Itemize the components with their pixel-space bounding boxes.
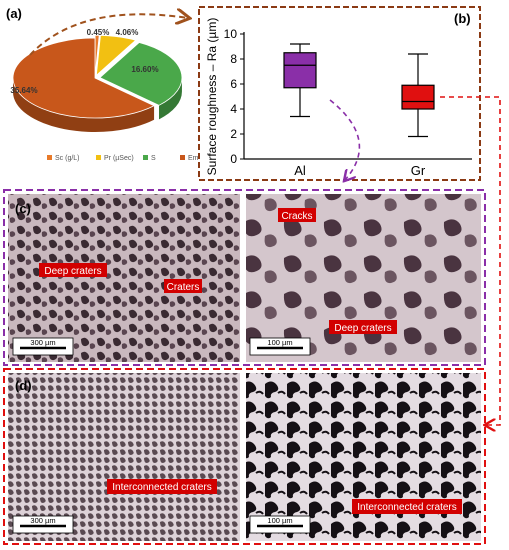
svg-text:Interconnected craters: Interconnected craters — [112, 482, 212, 493]
legend-label-0: Sc (g/L) — [55, 155, 80, 162]
panel-label-d: (d) — [15, 378, 32, 393]
x-tick-label-1: Gr — [411, 163, 426, 178]
label-c-left-0: Deep craters — [39, 263, 107, 277]
y-tick-label-4: 8 — [230, 52, 237, 66]
legend-swatch-2 — [143, 155, 148, 160]
scale-bar-d-left: 300 µm — [12, 515, 74, 534]
y-tick-label-1: 2 — [230, 127, 237, 141]
y-tick-label-5: 10 — [224, 27, 238, 41]
pie-chart: 0.45% 4.06% 16.60% 35.64% — [10, 28, 183, 132]
box-plot: 0 2 4 6 8 10 Surface roughness – Ra (µm) Al Gr — [205, 18, 472, 178]
pie-value-label-3: 35.64% — [10, 86, 37, 95]
label-d-left-0: Interconnected craters — [107, 479, 217, 494]
legend-swatch-3 — [180, 155, 185, 160]
svg-text:100 µm: 100 µm — [267, 338, 292, 347]
pie-slice-1 — [95, 34, 137, 77]
scale-bar-c-right: 100 µm — [249, 337, 311, 356]
box-al — [283, 43, 317, 118]
label-c-right-0: Cracks — [278, 208, 316, 222]
label-c-right-1: Deep craters — [329, 320, 397, 334]
micrograph-c-left — [8, 194, 240, 362]
legend-swatch-0 — [47, 155, 52, 160]
y-axis-label: Surface roughness – Ra (µm) — [205, 18, 219, 176]
x-tick-label-0: Al — [294, 163, 306, 178]
svg-text:300 µm: 300 µm — [30, 338, 55, 347]
connector-arrow-gr — [440, 96, 501, 425]
legend-label-2: S — [151, 155, 156, 162]
pie-value-label-0: 0.45% — [87, 28, 110, 37]
svg-text:Deep craters: Deep craters — [334, 323, 391, 334]
legend-label-3: Em — [188, 155, 199, 162]
svg-text:300 µm: 300 µm — [30, 516, 55, 525]
legend-label-1: Pr (µSec) — [104, 155, 134, 162]
label-c-left-1: Craters — [164, 279, 202, 293]
box-iqr — [401, 84, 435, 110]
pie-value-label-1: 4.06% — [116, 28, 139, 37]
panel-b-frame — [198, 6, 481, 181]
panel-label-a: (a) — [6, 6, 22, 21]
pie-legend: Sc (g/L) Pr (µSec) S Em — [47, 155, 199, 162]
micrograph-d-left — [8, 373, 240, 541]
panel-label-b: (b) — [454, 11, 471, 26]
y-tick-label-0: 0 — [230, 152, 237, 166]
y-tick-label-2: 4 — [230, 102, 237, 116]
connector-arrow-a-to-b — [29, 14, 188, 56]
svg-text:Craters: Craters — [167, 282, 200, 293]
svg-text:Deep craters: Deep craters — [44, 266, 101, 277]
y-tick-label-3: 6 — [230, 77, 237, 91]
box-gr — [401, 53, 435, 138]
scale-bar-c-left: 300 µm — [12, 337, 74, 356]
svg-text:Interconnected craters: Interconnected craters — [357, 502, 457, 513]
label-d-right-0: Interconnected craters — [352, 499, 462, 514]
pie-slice-2 — [99, 42, 183, 106]
pie-slice-3 — [12, 37, 155, 119]
pie-slice-0 — [94, 34, 100, 76]
svg-text:Cracks: Cracks — [281, 211, 312, 222]
scale-bar-d-right: 100 µm — [249, 515, 311, 534]
panel-label-c: (c) — [15, 201, 31, 216]
panel-d-frame — [3, 368, 486, 545]
connector-arrow-al — [329, 99, 361, 180]
legend-swatch-1 — [96, 155, 101, 160]
svg-text:100 µm: 100 µm — [267, 516, 292, 525]
pie-value-label-2: 16.60% — [131, 65, 158, 74]
pie-slice-side-3 — [13, 78, 155, 132]
panel-c-frame — [3, 189, 486, 366]
box-iqr — [283, 52, 317, 89]
